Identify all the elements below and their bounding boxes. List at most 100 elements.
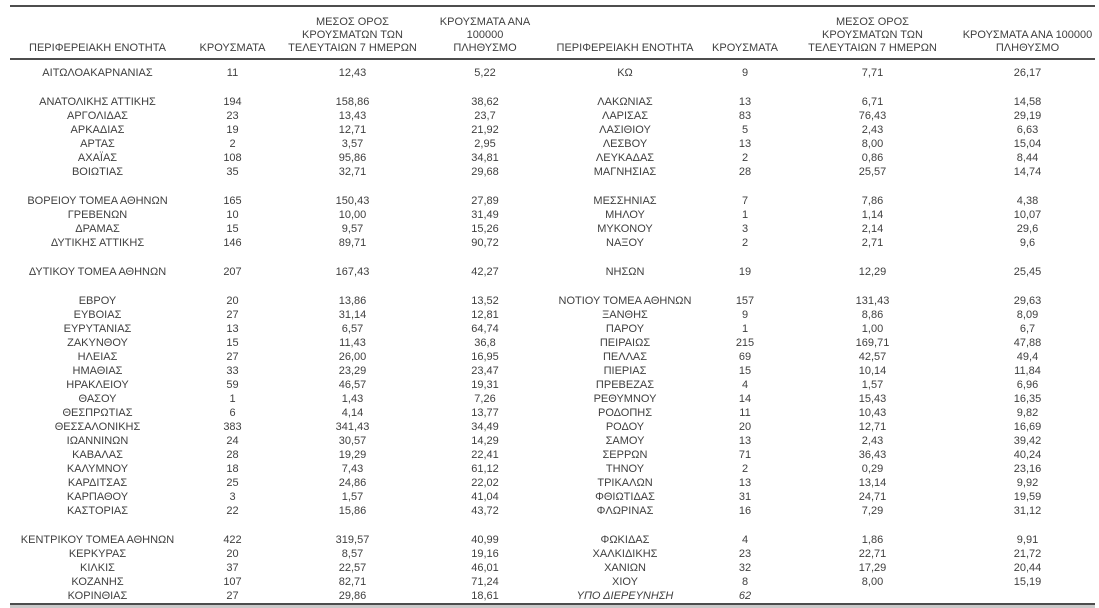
region-cell: ΗΛΕΙΑΣ	[77, 351, 118, 363]
avg7-cell: 0,29	[861, 463, 884, 475]
avg7-cell: 12,29	[858, 266, 887, 278]
region-cell: ΠΡΕΒΕΖΑΣ	[595, 379, 655, 391]
region-cell: ΖΑΚΥΝΘΟΥ	[67, 337, 128, 349]
table-row: ΤΗΝΟΥ 2 0,29 23,16	[545, 462, 1095, 476]
table-row: ΧΑΝΙΩΝ 32 17,29 20,44	[545, 561, 1095, 575]
region-cell: ΚΟΖΑΝΗΣ	[71, 576, 124, 588]
table-row: ΝΗΣΩΝ 19 12,29 25,45	[545, 265, 1095, 279]
per100k-cell: 8,44	[1016, 152, 1039, 164]
group-separator-cell	[10, 250, 545, 265]
cases-cell: 62	[738, 590, 752, 602]
cases-cell: 9	[741, 67, 749, 79]
cases-cell: 13	[738, 138, 752, 150]
table-body: ΑΙΤΩΛΟΑΚΑΡΝΑΝΙΑΣ 11 12,43 5,22 ΑΝΑΤΟΛΙΚΗΣ ΑΤ…	[10, 59, 545, 604]
per100k-cell: 36,8	[474, 337, 496, 349]
cases-cell: 37	[226, 562, 239, 574]
avg7-cell: 24,86	[338, 477, 367, 489]
per100k-cell: 4,38	[1016, 195, 1039, 207]
cases-cell: 20	[226, 548, 239, 560]
region-cell: ΠΑΡΟΥ	[605, 323, 645, 335]
table-header: ΠΕΡΙΦΕΡΕΙΑΚΗ ΕΝΟΤΗΤΑ ΚΡΟΥΣΜΑΤΑ ΜΕΣΟΣ ΟΡΟΣ …	[545, 6, 1095, 60]
avg7-cell: 1,86	[861, 534, 884, 546]
per100k-cell: 14,74	[1013, 166, 1042, 178]
per100k-cell: 64,74	[471, 323, 499, 335]
avg7-cell: 1,57	[861, 379, 884, 391]
group-separator-row	[10, 179, 545, 194]
region-cell: ΤΡΙΚΑΛΩΝ	[597, 477, 653, 489]
per100k-cell: 5,22	[474, 67, 496, 79]
avg7-cell: 0,86	[861, 152, 884, 164]
per100k-cell: 61,12	[471, 463, 499, 475]
group-separator-row	[545, 80, 1095, 95]
region-cell: ΚΑΛΥΜΝΟΥ	[66, 463, 129, 475]
avg7-cell: 10,43	[858, 407, 887, 419]
avg7-cell: 17,29	[858, 562, 887, 574]
per100k-cell: 49,4	[1016, 351, 1039, 363]
cases-cell: 3	[229, 491, 236, 503]
cases-cell: 7	[741, 195, 749, 207]
region-cell: ΕΥΒΟΙΑΣ	[73, 309, 122, 321]
region-cell: ΔΡΑΜΑΣ	[75, 223, 120, 235]
table-row: ΠΙΕΡΙΑΣ 15 10,14 11,84	[545, 364, 1095, 378]
group-separator-cell	[545, 250, 1095, 265]
region-cell: ΜΕΣΣΗΝΙΑΣ	[593, 195, 657, 207]
avg7-cell: 10,00	[338, 209, 367, 221]
per100k-cell: 38,62	[471, 96, 499, 108]
per100k-cell: 13,77	[471, 407, 499, 419]
cases-cell: 6	[229, 407, 236, 419]
table-row: ΜΑΓΝΗΣΙΑΣ 28 25,57 14,74	[545, 165, 1095, 179]
region-cell: ΘΑΣΟΥ	[78, 393, 117, 405]
cases-cell: 215	[735, 337, 755, 349]
avg7-cell: 2,14	[861, 223, 884, 235]
per100k-cell: 90,72	[471, 237, 499, 249]
avg7-cell: 13,43	[338, 110, 367, 122]
per100k-cell: 8,09	[1016, 309, 1039, 321]
avg7-cell: 158,86	[335, 96, 370, 108]
cases-cell: 108	[223, 152, 242, 164]
table-row: ΜΥΚΟΝΟΥ 3 2,14 29,6	[545, 222, 1095, 236]
table-row: ΧΙΟΥ 8 8,00 15,19	[545, 575, 1095, 589]
table-row: ΚΟΡΙΝΘΙΑΣ 27 29,86 18,61	[10, 589, 545, 604]
avg7-cell: 15,43	[858, 393, 887, 405]
table-row: ΒΟΙΩΤΙΑΣ 35 32,71 29,68	[10, 165, 545, 179]
table-row: ΝΑΞΟΥ 2 2,71 9,6	[545, 236, 1095, 250]
table-row: ΚΙΛΚΙΣ 37 22,57 46,01	[10, 561, 545, 575]
cases-cell: 28	[738, 166, 752, 178]
cases-cell: 107	[223, 576, 242, 588]
regional-cases-table-left: ΠΕΡΙΦΕΡΕΙΑΚΗ ΕΝΟΤΗΤΑ ΚΡΟΥΣΜΑΤΑ ΜΕΣΟΣ ΟΡΟΣ …	[10, 5, 545, 605]
avg7-cell: 19,29	[338, 449, 367, 461]
table-row: ΑΧΑΪΑΣ 108 95,86 34,81	[10, 151, 545, 165]
cases-cell: 14	[738, 393, 752, 405]
avg7-cell: 167,43	[335, 266, 370, 278]
per100k-cell: 6,63	[1016, 124, 1039, 136]
avg7-cell: 8,86	[861, 309, 884, 321]
table-row: ΔΡΑΜΑΣ 15 9,57 15,26	[10, 222, 545, 236]
region-cell: ΗΡΑΚΛΕΙΟΥ	[66, 379, 129, 391]
table-row: ΦΩΚΙΔΑΣ 4 1,86 9,91	[545, 533, 1095, 547]
per100k-cell: 23,16	[1013, 463, 1042, 475]
cases-cell: 13	[226, 323, 239, 335]
per100k-cell: 11,84	[1014, 365, 1041, 377]
per100k-cell: 15,19	[1013, 576, 1042, 588]
cases-cell: 20	[738, 421, 752, 433]
table-header: ΠΕΡΙΦΕΡΕΙΑΚΗ ΕΝΟΤΗΤΑ ΚΡΟΥΣΜΑΤΑ ΜΕΣΟΣ ΟΡΟΣ …	[10, 6, 545, 60]
per100k-cell: 16,69	[1013, 421, 1042, 433]
region-cell: ΧΑΛΚΙΔΙΚΗΣ	[592, 548, 658, 560]
cases-cell: 165	[223, 195, 242, 207]
avg7-cell: 319,57	[335, 534, 370, 546]
column-header-region: ΠΕΡΙΦΕΡΕΙΑΚΗ ΕΝΟΤΗΤΑ	[10, 6, 185, 60]
cases-cell: 59	[226, 379, 239, 391]
avg7-cell: 89,71	[338, 237, 367, 249]
table-row: ΡΟΔΟΠΗΣ 11 10,43 9,82	[545, 406, 1095, 420]
cases-cell: 15	[738, 365, 752, 377]
table-row: ΙΩΑΝΝΙΝΩΝ 24 30,57 14,29	[10, 434, 545, 448]
per100k-cell: 43,72	[471, 505, 499, 517]
table-row: ΛΑΣΙΘΙΟΥ 5 2,43 6,63	[545, 123, 1095, 137]
avg7-cell: 3,57	[341, 138, 364, 150]
table-row: ΔΥΤΙΚΟΥ ΤΟΜΕΑ ΑΘΗΝΩΝ 207 167,43 42,27	[10, 265, 545, 279]
avg7-cell: 131,43	[855, 295, 890, 307]
avg7-cell: 9,57	[341, 223, 364, 235]
region-cell: ΑΡΤΑΣ	[80, 138, 115, 150]
region-cell: ΝΑΞΟΥ	[606, 237, 644, 249]
cases-cell: 25	[226, 477, 239, 489]
